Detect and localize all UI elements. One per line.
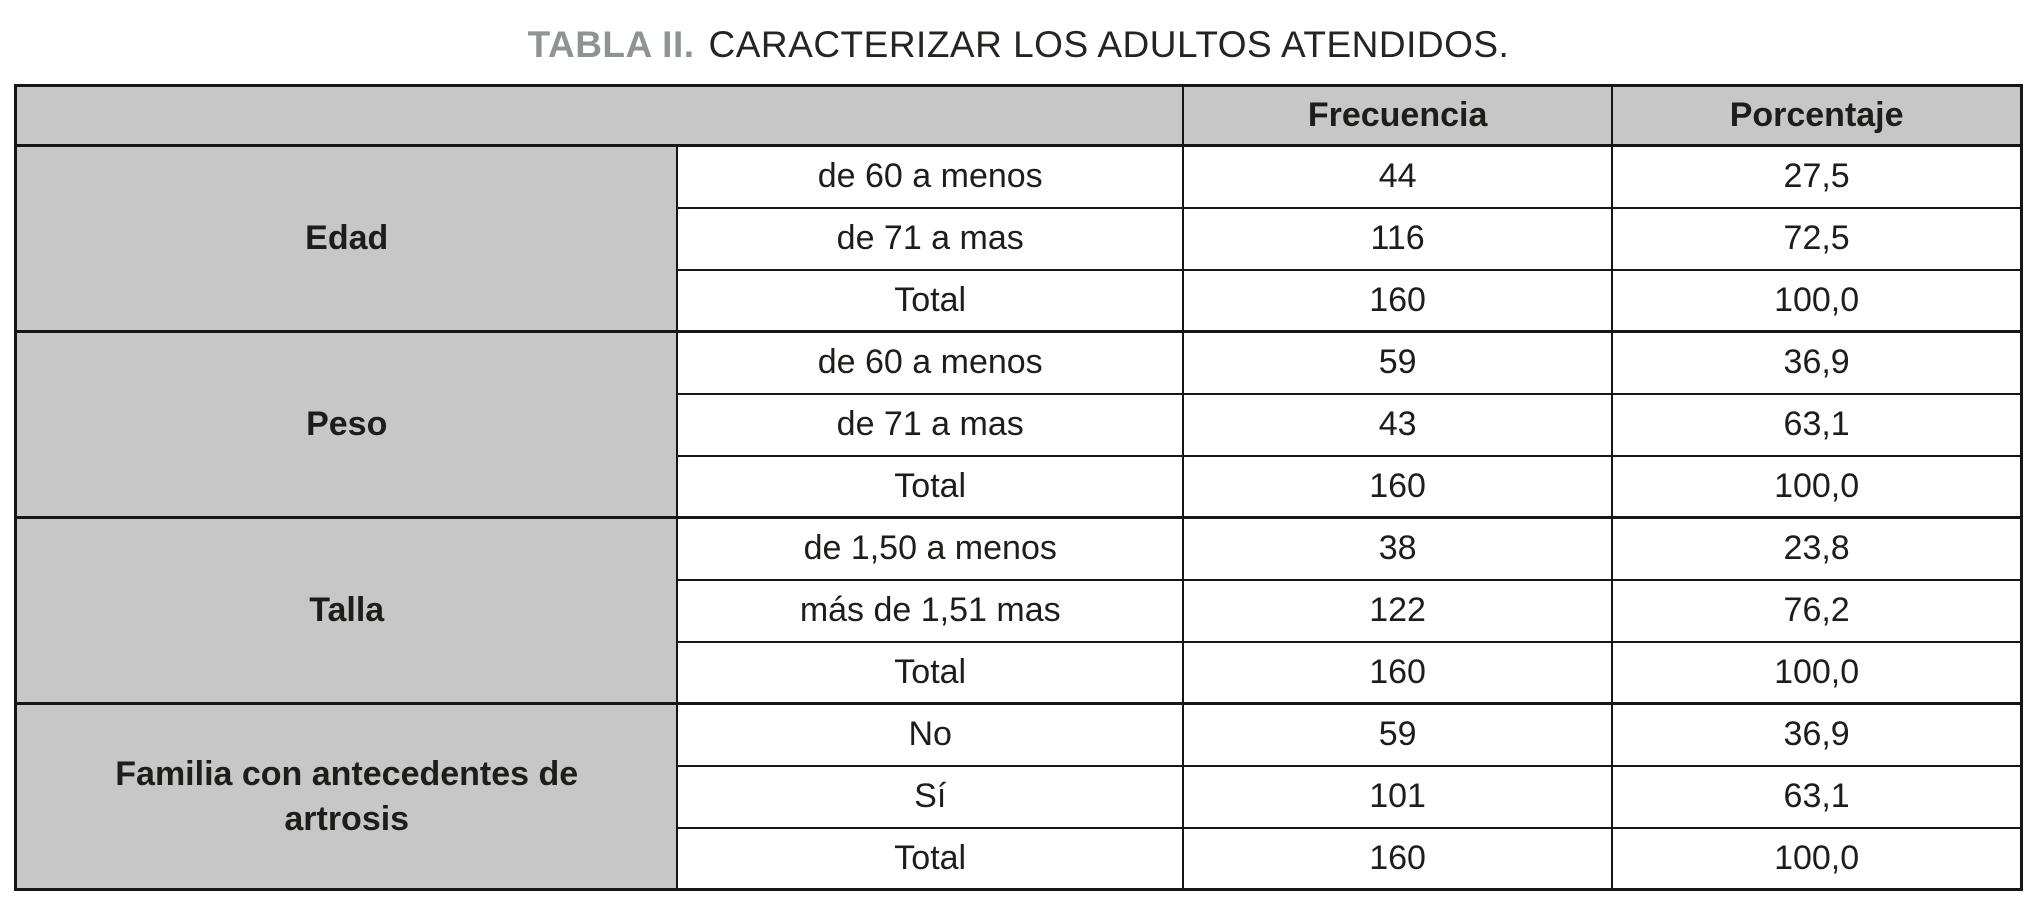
column-header-porcentaje: Porcentaje (1611, 84, 2023, 147)
data-table: Frecuencia Porcentaje Edad de 60 a menos… (14, 84, 2023, 891)
category-cell: de 71 a mas (676, 392, 1184, 457)
percentage-cell: 23,8 (1611, 516, 2023, 581)
percentage-cell: 36,9 (1611, 702, 2023, 767)
group-label-cell-edad: Edad (14, 144, 679, 333)
group-label: Peso (306, 405, 388, 444)
frequency-cell: 160 (1181, 454, 1614, 519)
table-row: Total 160 100,0 (16, 454, 2023, 519)
table-row: de 71 a mas 43 63,1 (16, 392, 2023, 457)
group-label-cell-peso: Peso (14, 330, 679, 519)
category-cell: Total (676, 454, 1184, 519)
percentage-cell: 36,9 (1611, 330, 2023, 395)
group-label: Edad (305, 219, 389, 258)
header-row: Frecuencia Porcentaje (14, 84, 2023, 147)
table-row: Total 160 100,0 (16, 640, 2023, 705)
percentage-cell: 100,0 (1611, 640, 2023, 705)
frequency-cell: 101 (1181, 764, 1614, 829)
frequency-cell: 116 (1181, 206, 1614, 271)
table-caption-label: TABLA II. (527, 24, 695, 65)
percentage-cell: 100,0 (1611, 268, 2023, 333)
category-cell: de 60 a menos (676, 144, 1184, 209)
percentage-cell: 100,0 (1611, 454, 2023, 519)
table-row: Sí 101 63,1 (16, 764, 2023, 829)
percentage-cell: 72,5 (1611, 206, 2023, 271)
group-label: Talla (309, 591, 385, 630)
table-row: Total 160 100,0 (16, 268, 2023, 333)
percentage-cell: 63,1 (1611, 392, 2023, 457)
column-header-frecuencia: Frecuencia (1181, 84, 1614, 147)
frequency-cell: 122 (1181, 578, 1614, 643)
frequency-cell: 160 (1181, 268, 1614, 333)
category-cell: de 71 a mas (676, 206, 1184, 271)
table-caption: TABLA II. CARACTERIZAR LOS ADULTOS ATENDI… (0, 0, 2037, 66)
frequency-cell: 59 (1181, 702, 1614, 767)
percentage-cell: 100,0 (1611, 826, 2023, 891)
group-label: Familia con antecedentes de artrosis (115, 755, 579, 838)
table-row: Familia con antecedentes de artrosis No … (14, 702, 2023, 891)
percentage-cell: 27,5 (1611, 144, 2023, 209)
table-row: de 71 a mas 116 72,5 (16, 206, 2023, 271)
category-cell: No (676, 702, 1184, 767)
frequency-cell: 160 (1181, 640, 1614, 705)
category-cell: Total (676, 640, 1184, 705)
group-label-cell-talla: Talla (14, 516, 679, 705)
table-row: Total 160 100,0 (16, 826, 2023, 891)
category-cell: Total (676, 268, 1184, 333)
table-row: Edad de 60 a menos 44 27,5 (14, 144, 2023, 333)
category-cell: más de 1,51 mas (676, 578, 1184, 643)
table-row: Talla de 1,50 a menos 38 23,8 (14, 516, 2023, 705)
frequency-cell: 59 (1181, 330, 1614, 395)
category-cell: de 60 a menos (676, 330, 1184, 395)
percentage-cell: 76,2 (1611, 578, 2023, 643)
frequency-cell: 38 (1181, 516, 1614, 581)
group-label-cell-familia-antecedentes: Familia con antecedentes de artrosis (14, 702, 679, 891)
category-cell: de 1,50 a menos (676, 516, 1184, 581)
category-cell: Total (676, 826, 1184, 891)
table-caption-text: CARACTERIZAR LOS ADULTOS ATENDIDOS. (708, 24, 1510, 65)
category-cell: Sí (676, 764, 1184, 829)
percentage-cell: 63,1 (1611, 764, 2023, 829)
frequency-cell: 160 (1181, 826, 1614, 891)
frequency-cell: 43 (1181, 392, 1614, 457)
table-row: Peso de 60 a menos 59 36,9 (14, 330, 2023, 519)
frequency-cell: 44 (1181, 144, 1614, 209)
table-row: más de 1,51 mas 122 76,2 (16, 578, 2023, 643)
empty-header-cell (14, 84, 1184, 147)
